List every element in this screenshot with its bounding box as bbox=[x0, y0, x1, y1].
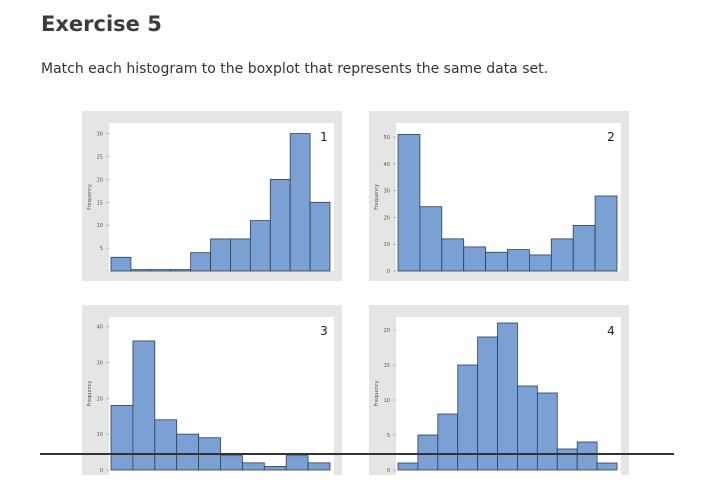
y-tick-label: 10 bbox=[384, 398, 390, 404]
y-tick-label: 40 bbox=[97, 325, 103, 331]
instructions-text: Match each histogram to the boxplot that… bbox=[41, 61, 549, 77]
y-tick-label: 15 bbox=[384, 363, 390, 369]
histogram-bar bbox=[241, 462, 265, 471]
histogram-bar bbox=[170, 269, 192, 272]
y-tick-label: 10 bbox=[384, 242, 390, 248]
histogram-bar bbox=[132, 340, 156, 471]
histogram-bar bbox=[110, 405, 134, 471]
histogram-number-label: 4 bbox=[607, 324, 615, 338]
histogram-bar bbox=[463, 246, 486, 272]
histogram-number-label: 1 bbox=[320, 130, 328, 144]
y-tick-label: 20 bbox=[97, 177, 103, 183]
histogram-bar bbox=[220, 455, 243, 471]
histogram-bar bbox=[249, 220, 271, 272]
histogram-bar bbox=[576, 441, 598, 471]
histogram-bar bbox=[289, 133, 311, 272]
y-tick-label: 0 bbox=[387, 269, 390, 275]
histogram-bar bbox=[507, 249, 530, 272]
histogram-number-label: 3 bbox=[320, 324, 328, 338]
y-tick-label: 5 bbox=[100, 246, 103, 252]
y-tick-label: 25 bbox=[97, 154, 103, 160]
histogram-bar bbox=[596, 462, 618, 471]
histogram-bar bbox=[497, 322, 518, 471]
y-tick-label: 30 bbox=[97, 360, 103, 366]
y-tick-label: 50 bbox=[384, 135, 390, 141]
y-tick-label: 0 bbox=[387, 468, 390, 474]
histogram-chart-2: 0 10 20 30 40 50 Frequency 2 bbox=[374, 123, 621, 275]
histogram-chart-4: 0 5 10 15 20 Frequency 4 bbox=[374, 317, 621, 475]
histogram-bar bbox=[594, 195, 618, 272]
histogram-bar bbox=[485, 251, 508, 272]
exercise-heading: Exercise 5 bbox=[41, 12, 162, 36]
y-tick-label: 30 bbox=[384, 189, 390, 195]
histogram-panel-2: 0 10 20 30 40 50 Frequency 2 bbox=[369, 111, 629, 281]
histogram-bar bbox=[477, 336, 498, 471]
y-tick-label: 20 bbox=[384, 215, 390, 221]
y-tick-label: 10 bbox=[97, 223, 103, 229]
y-tick-label: 5 bbox=[387, 433, 390, 439]
histogram-bar bbox=[230, 238, 251, 272]
y-axis-label: Frequency bbox=[374, 184, 380, 210]
histogram-panel-4: 0 5 10 15 20 Frequency 4 bbox=[369, 305, 629, 475]
y-tick-label: 10 bbox=[97, 432, 103, 438]
histogram-chart-3: 0 10 20 30 40 Frequency 3 bbox=[87, 317, 334, 475]
histogram-bar bbox=[397, 133, 421, 272]
histogram-bar bbox=[110, 256, 132, 272]
histogram-panel-3: 0 10 20 30 40 Frequency 3 bbox=[82, 305, 342, 475]
histogram-bar bbox=[150, 269, 172, 272]
histogram-bar bbox=[437, 413, 459, 471]
histogram-bar bbox=[572, 225, 596, 272]
y-tick-label: 20 bbox=[384, 328, 390, 334]
histogram-bar bbox=[210, 238, 231, 272]
histogram-panel-1: 5 10 15 20 25 30 Frequency 1 bbox=[82, 111, 342, 281]
histogram-number-label: 2 bbox=[607, 130, 615, 144]
y-tick-label: 40 bbox=[384, 162, 390, 168]
histogram-bar bbox=[528, 254, 552, 272]
bottom-divider bbox=[40, 453, 674, 455]
histogram-bar bbox=[130, 269, 152, 272]
y-tick-label: 0 bbox=[100, 468, 103, 474]
histogram-bar bbox=[419, 206, 443, 272]
histogram-bar bbox=[536, 392, 558, 471]
y-tick-label: 20 bbox=[97, 396, 103, 402]
y-tick-label: 15 bbox=[97, 200, 103, 206]
histogram-bar bbox=[441, 238, 465, 272]
histogram-bar bbox=[307, 462, 331, 471]
histogram-bar bbox=[397, 462, 419, 471]
histogram-bar bbox=[285, 455, 309, 471]
y-tick-label: 30 bbox=[97, 132, 103, 138]
histogram-bar bbox=[269, 178, 291, 272]
histogram-bar bbox=[190, 252, 211, 272]
histogram-bar bbox=[309, 201, 331, 272]
histogram-bar bbox=[550, 238, 574, 272]
histogram-bar bbox=[517, 385, 538, 471]
y-axis-label: Frequency bbox=[374, 381, 380, 407]
histogram-bar bbox=[263, 466, 287, 471]
y-axis-label: Frequency bbox=[87, 381, 93, 407]
y-axis-label: Frequency bbox=[87, 184, 93, 210]
histogram-chart-1: 5 10 15 20 25 30 Frequency 1 bbox=[87, 123, 334, 272]
histogram-bar bbox=[154, 419, 178, 471]
